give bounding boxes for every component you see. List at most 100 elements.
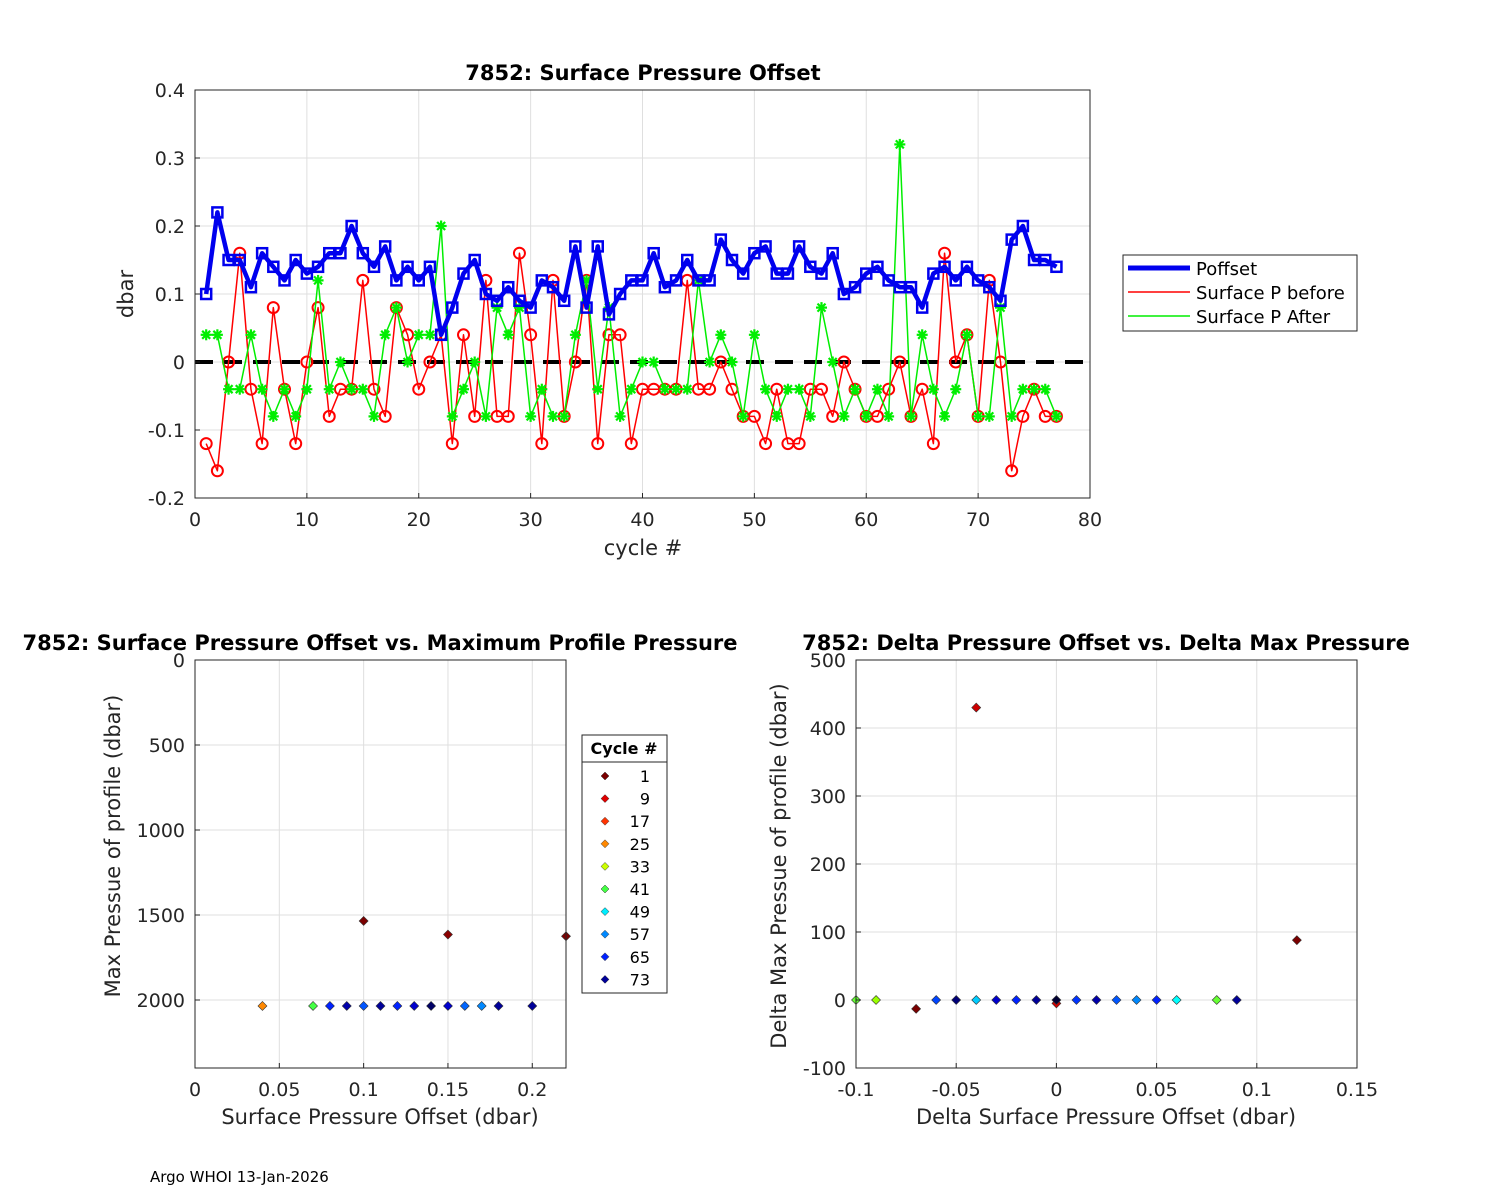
after-marker bbox=[402, 356, 414, 368]
poffset-marker bbox=[994, 294, 1007, 308]
poffset-marker bbox=[681, 253, 694, 267]
legend-label-before: Surface P before bbox=[1196, 283, 1345, 304]
after-marker-stroke bbox=[436, 221, 446, 231]
series-poffset bbox=[199, 206, 1063, 342]
before-marker bbox=[568, 355, 582, 369]
poffset-marker bbox=[334, 246, 347, 260]
after-marker-stroke bbox=[346, 384, 357, 394]
after-marker-stroke bbox=[950, 384, 961, 394]
poffset-marker bbox=[535, 274, 549, 287]
surface-pressure-offset-plot: 0 10 20 30 40 50 60 70 80 -0.2 -0.1 0 0.1 0.2 0.3 0.4 7… bbox=[114, 61, 1358, 560]
poffset-marker bbox=[938, 260, 951, 274]
before-marker bbox=[624, 437, 638, 451]
top-x-tick-label: 60 bbox=[854, 509, 878, 531]
br-scatter-point bbox=[1131, 995, 1142, 1005]
after-marker-stroke bbox=[481, 411, 491, 422]
top-legend: Poffset Surface P before Surface P After bbox=[1122, 254, 1358, 332]
legend-label-after: Surface P After bbox=[1196, 307, 1331, 328]
after-marker-stroke bbox=[939, 411, 950, 422]
poffset-marker bbox=[490, 294, 504, 308]
bl-grid bbox=[194, 659, 566, 1068]
after-marker-stroke bbox=[223, 384, 234, 394]
after-marker-stroke bbox=[660, 384, 670, 394]
br-y-tick-label: 500 bbox=[810, 650, 846, 672]
br-scatter-point bbox=[1231, 995, 1242, 1005]
bl-y-axis-label: Max Pressue of profile (dbar) bbox=[101, 695, 125, 998]
poffset-marker bbox=[804, 260, 817, 274]
after-marker-stroke bbox=[234, 384, 245, 394]
after-marker bbox=[245, 329, 257, 341]
before-marker bbox=[938, 246, 952, 260]
after-marker-stroke bbox=[570, 330, 581, 340]
bl-scatter-point bbox=[358, 916, 369, 926]
after-marker-stroke bbox=[1018, 384, 1028, 394]
before-marker bbox=[1016, 409, 1030, 423]
after-marker-stroke bbox=[1040, 384, 1051, 394]
after-marker bbox=[1028, 383, 1040, 395]
before-marker bbox=[837, 355, 851, 369]
before-marker bbox=[255, 437, 269, 451]
top-y-tick-label: 0 bbox=[173, 352, 185, 374]
after-marker-stroke bbox=[246, 330, 256, 340]
after-marker-stroke bbox=[503, 330, 514, 340]
after-marker-stroke bbox=[727, 357, 737, 367]
bl-x-tick-label: 0.15 bbox=[427, 1079, 469, 1101]
poffset-marker bbox=[759, 240, 772, 253]
after-marker bbox=[950, 383, 962, 395]
cycle-legend-label: 33 bbox=[630, 857, 650, 876]
poffset-marker bbox=[569, 240, 582, 253]
top-plot-title: 7852: Surface Pressure Offset bbox=[465, 61, 820, 85]
after-marker bbox=[256, 383, 268, 395]
poffset-marker bbox=[647, 246, 660, 260]
after-marker bbox=[939, 410, 951, 422]
after-marker bbox=[614, 410, 626, 422]
after-marker-stroke bbox=[369, 411, 379, 422]
after-marker-stroke bbox=[201, 330, 211, 340]
poffset-marker bbox=[927, 267, 940, 280]
after-marker bbox=[558, 410, 570, 422]
after-marker bbox=[961, 329, 973, 341]
after-marker-stroke bbox=[850, 384, 860, 394]
after-marker bbox=[290, 410, 302, 422]
after-marker bbox=[670, 383, 682, 395]
after-marker bbox=[547, 410, 559, 422]
after-marker-stroke bbox=[637, 357, 648, 367]
bl-y-tick-label: 1000 bbox=[137, 820, 185, 842]
poffset-marker bbox=[423, 260, 437, 274]
cycle-legend-marker bbox=[600, 816, 610, 826]
after-marker bbox=[312, 274, 324, 286]
before-marker bbox=[714, 355, 728, 369]
after-marker bbox=[357, 383, 369, 395]
bl-scatter-point bbox=[392, 1001, 403, 1011]
cycle-legend-entries: 1 9 17 25 33 41 49 57 65 73 bbox=[600, 767, 650, 989]
bl-y-tick-label: 0 bbox=[173, 650, 185, 672]
bl-y-tick-label: 1500 bbox=[137, 905, 185, 927]
after-marker bbox=[379, 329, 391, 341]
bl-scatter-point bbox=[459, 1001, 470, 1011]
after-marker-stroke bbox=[592, 384, 603, 394]
cycle-legend-marker bbox=[600, 794, 610, 803]
after-marker bbox=[726, 356, 738, 368]
before-marker bbox=[535, 437, 549, 451]
poffset-marker bbox=[904, 280, 918, 294]
cycle-legend-marker bbox=[600, 839, 610, 849]
after-marker bbox=[1039, 383, 1051, 395]
poffset-marker bbox=[949, 274, 962, 287]
after-marker-stroke bbox=[794, 384, 804, 394]
br-y-tick-label: 0 bbox=[834, 990, 846, 1012]
after-marker-stroke bbox=[883, 411, 894, 422]
before-marker bbox=[244, 382, 258, 396]
poffset-marker bbox=[211, 206, 224, 219]
poffset-marker bbox=[278, 274, 291, 287]
poffset-marker bbox=[960, 260, 974, 274]
poffset-marker bbox=[412, 274, 425, 287]
bl-scatter-point bbox=[409, 1001, 420, 1011]
before-marker bbox=[322, 409, 336, 423]
after-marker-stroke bbox=[771, 411, 782, 422]
after-marker-stroke bbox=[302, 384, 312, 394]
before-marker bbox=[591, 437, 605, 451]
before-marker bbox=[468, 409, 482, 423]
cycle-legend-label: 49 bbox=[630, 903, 650, 922]
br-x-axis-label: Delta Surface Pressure Offset (dbar) bbox=[916, 1105, 1296, 1129]
after-marker bbox=[234, 383, 246, 395]
